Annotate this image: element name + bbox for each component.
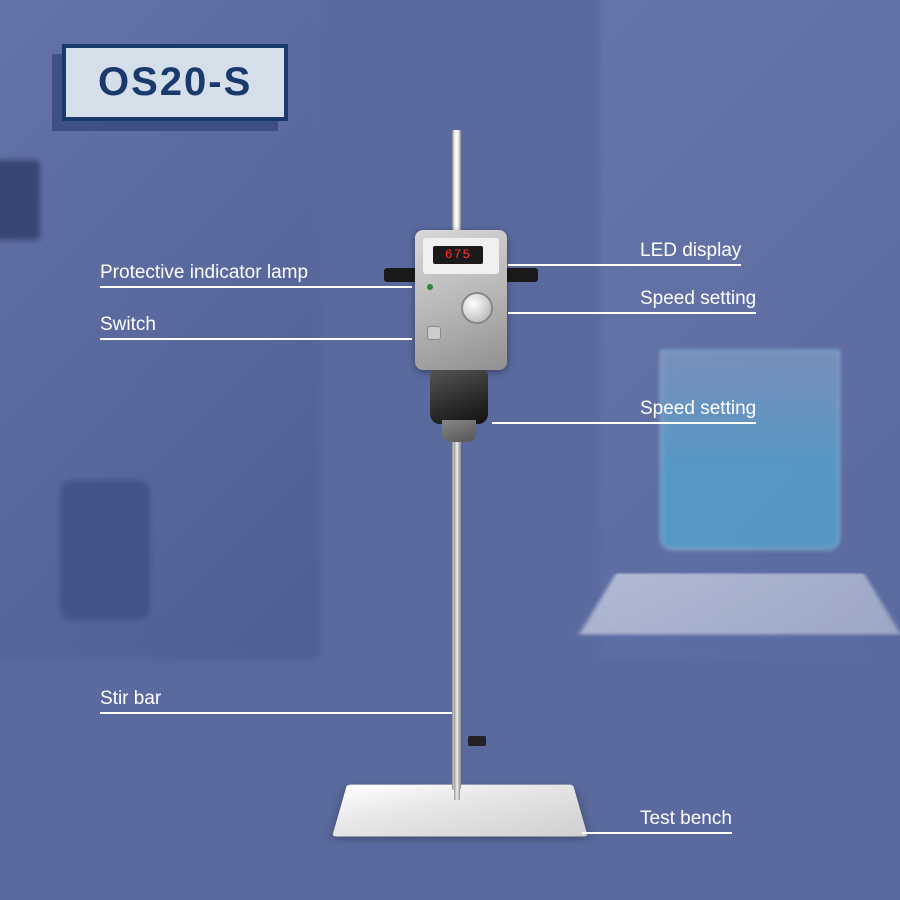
leader-speed-setting-mid bbox=[492, 422, 640, 424]
leader-led-display bbox=[508, 264, 640, 266]
speed-knob-icon bbox=[461, 292, 493, 324]
leader-test-bench bbox=[582, 832, 640, 834]
leader-stir-bar bbox=[352, 712, 452, 714]
background-device-blur-right bbox=[600, 0, 900, 660]
power-switch-icon bbox=[427, 326, 441, 340]
label-test-bench: Test bench bbox=[640, 808, 732, 834]
leader-protective-indicator bbox=[352, 286, 412, 288]
indicator-lamp-icon bbox=[427, 284, 433, 290]
label-speed-setting-mid: Speed setting bbox=[640, 398, 756, 424]
label-speed-setting-top: Speed setting bbox=[640, 288, 756, 314]
model-title-box: OS20-S bbox=[62, 44, 288, 121]
model-title: OS20-S bbox=[98, 60, 252, 105]
test-bench-base bbox=[332, 785, 588, 837]
background-beaker bbox=[660, 350, 840, 550]
led-display-readout: 675 bbox=[433, 246, 483, 264]
label-led-display: LED display bbox=[640, 240, 741, 266]
clamp-knob bbox=[468, 736, 486, 746]
leader-switch bbox=[352, 338, 412, 340]
label-stir-bar: Stir bar bbox=[100, 688, 352, 714]
leader-speed-setting-top bbox=[508, 312, 640, 314]
mount-knob-right bbox=[504, 268, 538, 282]
chuck bbox=[430, 370, 488, 424]
control-head: 675 bbox=[415, 230, 507, 370]
mount-knob-left bbox=[384, 268, 418, 282]
stir-shaft bbox=[454, 440, 460, 800]
label-switch: Switch bbox=[100, 314, 352, 340]
label-protective-indicator: Protective indicator lamp bbox=[100, 262, 352, 288]
